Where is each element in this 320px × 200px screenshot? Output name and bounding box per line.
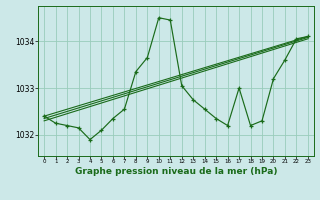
X-axis label: Graphe pression niveau de la mer (hPa): Graphe pression niveau de la mer (hPa) [75,167,277,176]
